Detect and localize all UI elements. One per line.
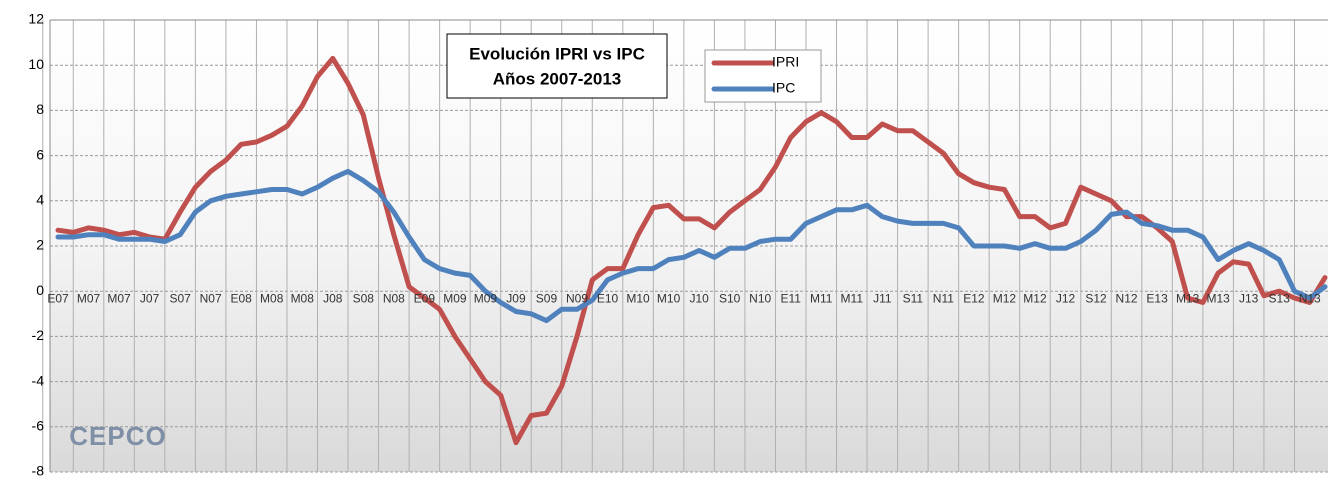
x-tick-label: M07	[77, 291, 101, 305]
legend-frame	[704, 49, 822, 103]
chart-subtitle: Años 2007-2013	[493, 69, 622, 88]
y-tick-label: -6	[32, 418, 45, 434]
x-tick-label: N08	[383, 291, 405, 305]
x-tick-label: S10	[719, 291, 741, 305]
x-tick-label: E09	[414, 291, 436, 305]
x-tick-label: S11	[903, 291, 924, 305]
x-tick-label: E12	[963, 291, 985, 305]
y-tick-label: 8	[36, 101, 44, 117]
x-tick-label: J08	[323, 291, 343, 305]
x-tick-label: E10	[597, 291, 619, 305]
y-tick-label: 2	[36, 237, 44, 253]
x-tick-label: S12	[1085, 291, 1107, 305]
y-tick-label: 4	[36, 192, 44, 208]
x-tick-label: S07	[169, 291, 191, 305]
title-frame	[446, 33, 668, 99]
x-tick-label: N11	[933, 291, 954, 305]
x-tick-label: M13	[1176, 291, 1200, 305]
x-tick-label: J10	[689, 291, 709, 305]
x-tick-label: J09	[506, 291, 526, 305]
x-tick-label: S09	[536, 291, 558, 305]
y-tick-label: -4	[32, 372, 45, 388]
x-tick-label: M12	[1023, 291, 1047, 305]
x-tick-label: N13	[1299, 291, 1321, 305]
y-tick-label: -2	[32, 327, 45, 343]
x-tick-label: J07	[140, 291, 160, 305]
x-tick-label: E13	[1146, 291, 1168, 305]
x-tick-label: M10	[626, 291, 650, 305]
y-tick-label: -8	[32, 463, 45, 477]
title-box: Evolución IPRI vs IPC Años 2007-2013	[446, 33, 668, 99]
x-tick-label: N07	[200, 291, 222, 305]
grid	[42, 19, 1328, 473]
y-tick-label: 6	[36, 146, 44, 162]
x-tick-label: M09	[443, 291, 467, 305]
x-tick-label: N10	[749, 291, 771, 305]
chart-title: Evolución IPRI vs IPC	[469, 44, 645, 63]
x-tick-label: E08	[231, 291, 253, 305]
x-tick-label: M11	[841, 291, 864, 305]
x-tick-label: E11	[780, 291, 801, 305]
y-tick-label: 10	[28, 56, 44, 72]
x-tick-label: J13	[1239, 291, 1259, 305]
y-tick-label: 12	[28, 11, 44, 27]
x-tick-label: M08	[260, 291, 284, 305]
x-tick-label: M11	[810, 291, 833, 305]
x-tick-label: J11	[873, 291, 892, 305]
legend-label: IPRI	[772, 54, 799, 70]
legend: IPRI IPC	[704, 49, 822, 103]
x-tick-label: S13	[1269, 291, 1291, 305]
x-tick-label: M09	[474, 291, 498, 305]
x-tick-label: N12	[1116, 291, 1138, 305]
x-tick-label: M10	[657, 291, 681, 305]
x-tick-label: M12	[993, 291, 1017, 305]
x-tick-label: M07	[107, 291, 131, 305]
legend-label: IPC	[772, 80, 795, 96]
x-tick-label: M08	[291, 291, 315, 305]
x-tick-label: M13	[1206, 291, 1230, 305]
x-tick-label: N09	[566, 291, 588, 305]
x-tick-label: E07	[47, 291, 69, 305]
x-tick-label: S08	[353, 291, 375, 305]
series-line	[55, 55, 1328, 446]
x-tick-label: J12	[1056, 291, 1076, 305]
series-line	[55, 168, 1328, 324]
lines	[55, 55, 1328, 446]
logo: CEPCO	[69, 421, 166, 451]
y-tick-label: 0	[36, 282, 44, 298]
